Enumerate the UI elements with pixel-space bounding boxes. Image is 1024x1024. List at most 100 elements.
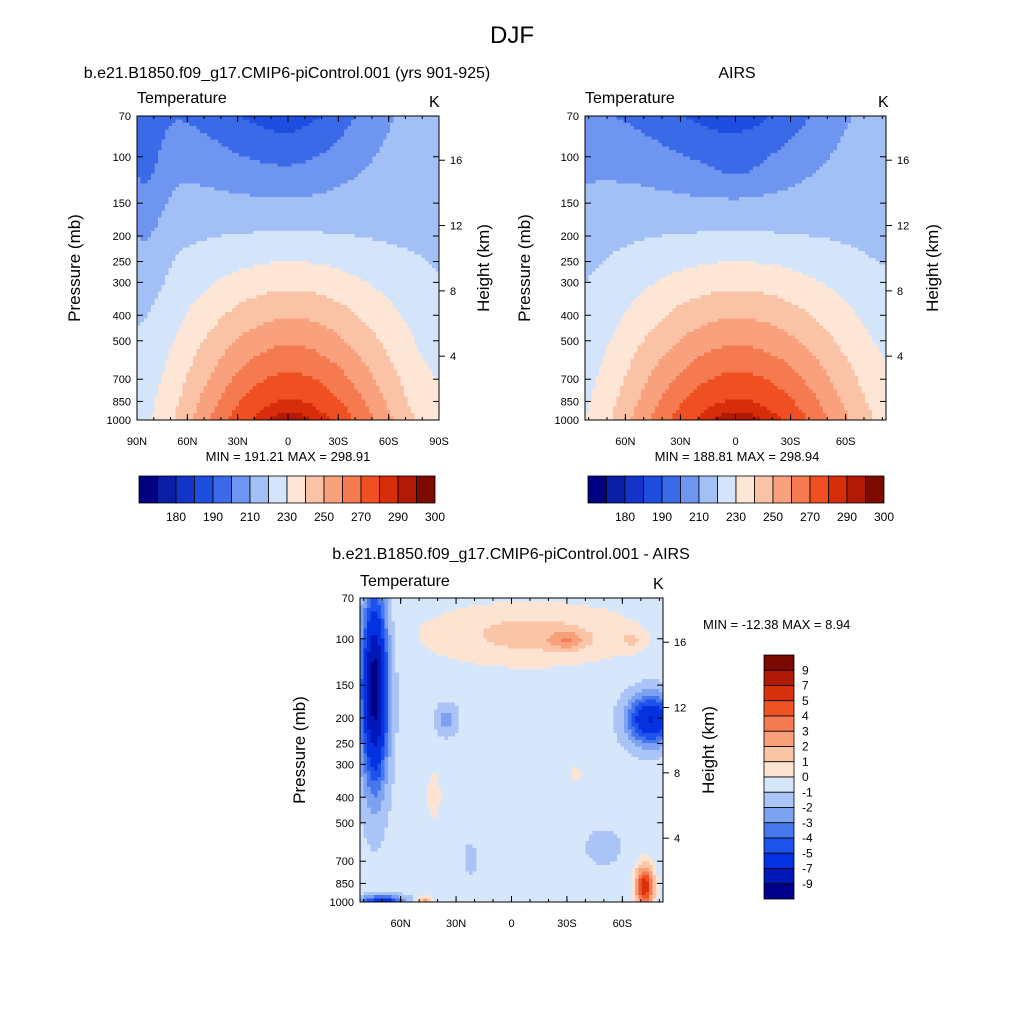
panel-model-plot: 70 100 150 200 250 300 400 500 700 850 1000 4 8 12 16 9… (107, 111, 463, 448)
colorbar-label: 300 (874, 510, 894, 524)
x-tick-label: 30S (557, 918, 577, 930)
x-tick-label: 60N (177, 436, 197, 448)
colorbar-label: 250 (763, 510, 783, 524)
colorbar-swatch (763, 776, 795, 793)
y-tick-label: 850 (113, 396, 131, 408)
colorbar-swatch (661, 475, 681, 504)
colorbar-swatch (680, 475, 700, 504)
x-tick-label: 30N (228, 436, 248, 448)
y-tick-label: 700 (336, 856, 354, 868)
x-tick-label: 90N (127, 436, 147, 448)
contour-fill (585, 116, 887, 421)
y-tick-label: 1000 (330, 897, 354, 909)
y-tick-label: 150 (113, 198, 131, 210)
colorbar-label: 270 (800, 510, 820, 524)
colorbar-swatch (791, 475, 811, 504)
y2-tick-label: 4 (897, 351, 903, 363)
colorbar-swatch (268, 475, 288, 504)
colorbar-label: 230 (726, 510, 746, 524)
colorbar-swatch (772, 475, 792, 504)
colorbar-swatch (828, 475, 848, 504)
colorbar-swatch (763, 730, 795, 747)
panel-model-title: b.e21.B1850.f09_g17.CMIP6-piControl.001 … (84, 65, 490, 82)
y-tick-label: 400 (113, 310, 131, 322)
y2-tick-label: 16 (674, 637, 686, 649)
y-tick-label: 150 (336, 680, 354, 692)
colorbar-swatch (138, 475, 158, 504)
colorbar-swatch (194, 475, 214, 504)
colorbar-label: 7 (802, 679, 809, 693)
colorbar-label: -2 (802, 801, 813, 815)
panel-obs-plot: 70 100 150 200 250 300 400 500 700 850 1000 4 8 12 16 6… (555, 111, 910, 448)
colorbar-label: 1 (802, 755, 809, 769)
y-tick-label: 70 (119, 111, 131, 123)
colorbar-swatch (698, 475, 718, 504)
colorbar-swatch (643, 475, 663, 504)
panel-model-ylabel: Pressure (mb) (65, 214, 84, 322)
colorbar-swatch (763, 868, 795, 885)
y2-tick-label: 16 (897, 155, 909, 167)
y-tick-label: 500 (113, 336, 131, 348)
colorbar-swatch (763, 822, 795, 839)
y2-tick-label: 12 (450, 221, 462, 233)
colorbar-label: 270 (351, 510, 371, 524)
colorbar-swatch (865, 475, 885, 504)
colorbar-label: 0 (802, 770, 809, 784)
colorbar-swatch (763, 807, 795, 824)
y-tick-label: 400 (336, 792, 354, 804)
colorbar-swatch (416, 475, 436, 504)
panel-model: b.e21.B1850.f09_g17.CMIP6-piControl.001 … (65, 65, 493, 524)
colorbar-swatch (305, 475, 325, 504)
y-tick-label: 70 (567, 111, 579, 123)
contour-fill (360, 598, 664, 903)
y2-tick-label: 16 (450, 155, 462, 167)
colorbar-swatch (717, 475, 737, 504)
colorbar-swatch (763, 700, 795, 717)
y-tick-label: 200 (336, 713, 354, 725)
panel-difference-right-label: K (653, 576, 664, 593)
colorbar-swatch (846, 475, 866, 504)
colorbar-swatch (763, 685, 795, 702)
colorbar-swatch (249, 475, 269, 504)
x-tick-label: 60N (391, 918, 411, 930)
y-tick-label: 700 (561, 374, 579, 386)
colorbar-label: -3 (802, 816, 813, 830)
y2-tick-label: 4 (450, 351, 456, 363)
x-tick-label: 30S (329, 436, 349, 448)
colorbar-label: 190 (652, 510, 672, 524)
colorbar-swatch (763, 669, 795, 686)
x-tick-label: 30S (781, 436, 801, 448)
panel-model-colorbar: 180 190 210 230 250 270 290 300 (138, 475, 445, 524)
colorbar-swatch (763, 715, 795, 732)
colorbar-swatch (286, 475, 306, 504)
colorbar-swatch (157, 475, 177, 504)
y-tick-label: 500 (561, 336, 579, 348)
colorbar-swatch (360, 475, 380, 504)
colorbar-swatch (175, 475, 195, 504)
y-tick-label: 300 (561, 277, 579, 289)
y2-tick-label: 8 (897, 286, 903, 298)
colorbar-label: -7 (802, 862, 813, 876)
colorbar-swatch (735, 475, 755, 504)
panel-difference-stats: MIN = -12.38 MAX = 8.94 (703, 617, 850, 632)
y-tick-label: 100 (336, 634, 354, 646)
panel-obs-right-label: K (878, 94, 889, 111)
panel-obs-ylabel: Pressure (mb) (515, 214, 534, 322)
y2-tick-label: 12 (897, 221, 909, 233)
colorbar-swatch (763, 654, 795, 671)
contour-fill (137, 116, 440, 421)
colorbar-label: 210 (689, 510, 709, 524)
colorbar-label: -1 (802, 785, 813, 799)
panel-model-left-label: Temperature (137, 90, 227, 107)
x-tick-label: 60S (379, 436, 399, 448)
colorbar-label: 230 (277, 510, 297, 524)
y2-tick-label: 12 (674, 703, 686, 715)
x-tick-label: 30N (670, 436, 690, 448)
y-tick-label: 250 (561, 257, 579, 269)
colorbar-label: -9 (802, 877, 813, 891)
y-tick-label: 300 (113, 277, 131, 289)
colorbar-swatch (342, 475, 362, 504)
colorbar-label: 2 (802, 740, 809, 754)
x-tick-label: 60S (613, 918, 633, 930)
